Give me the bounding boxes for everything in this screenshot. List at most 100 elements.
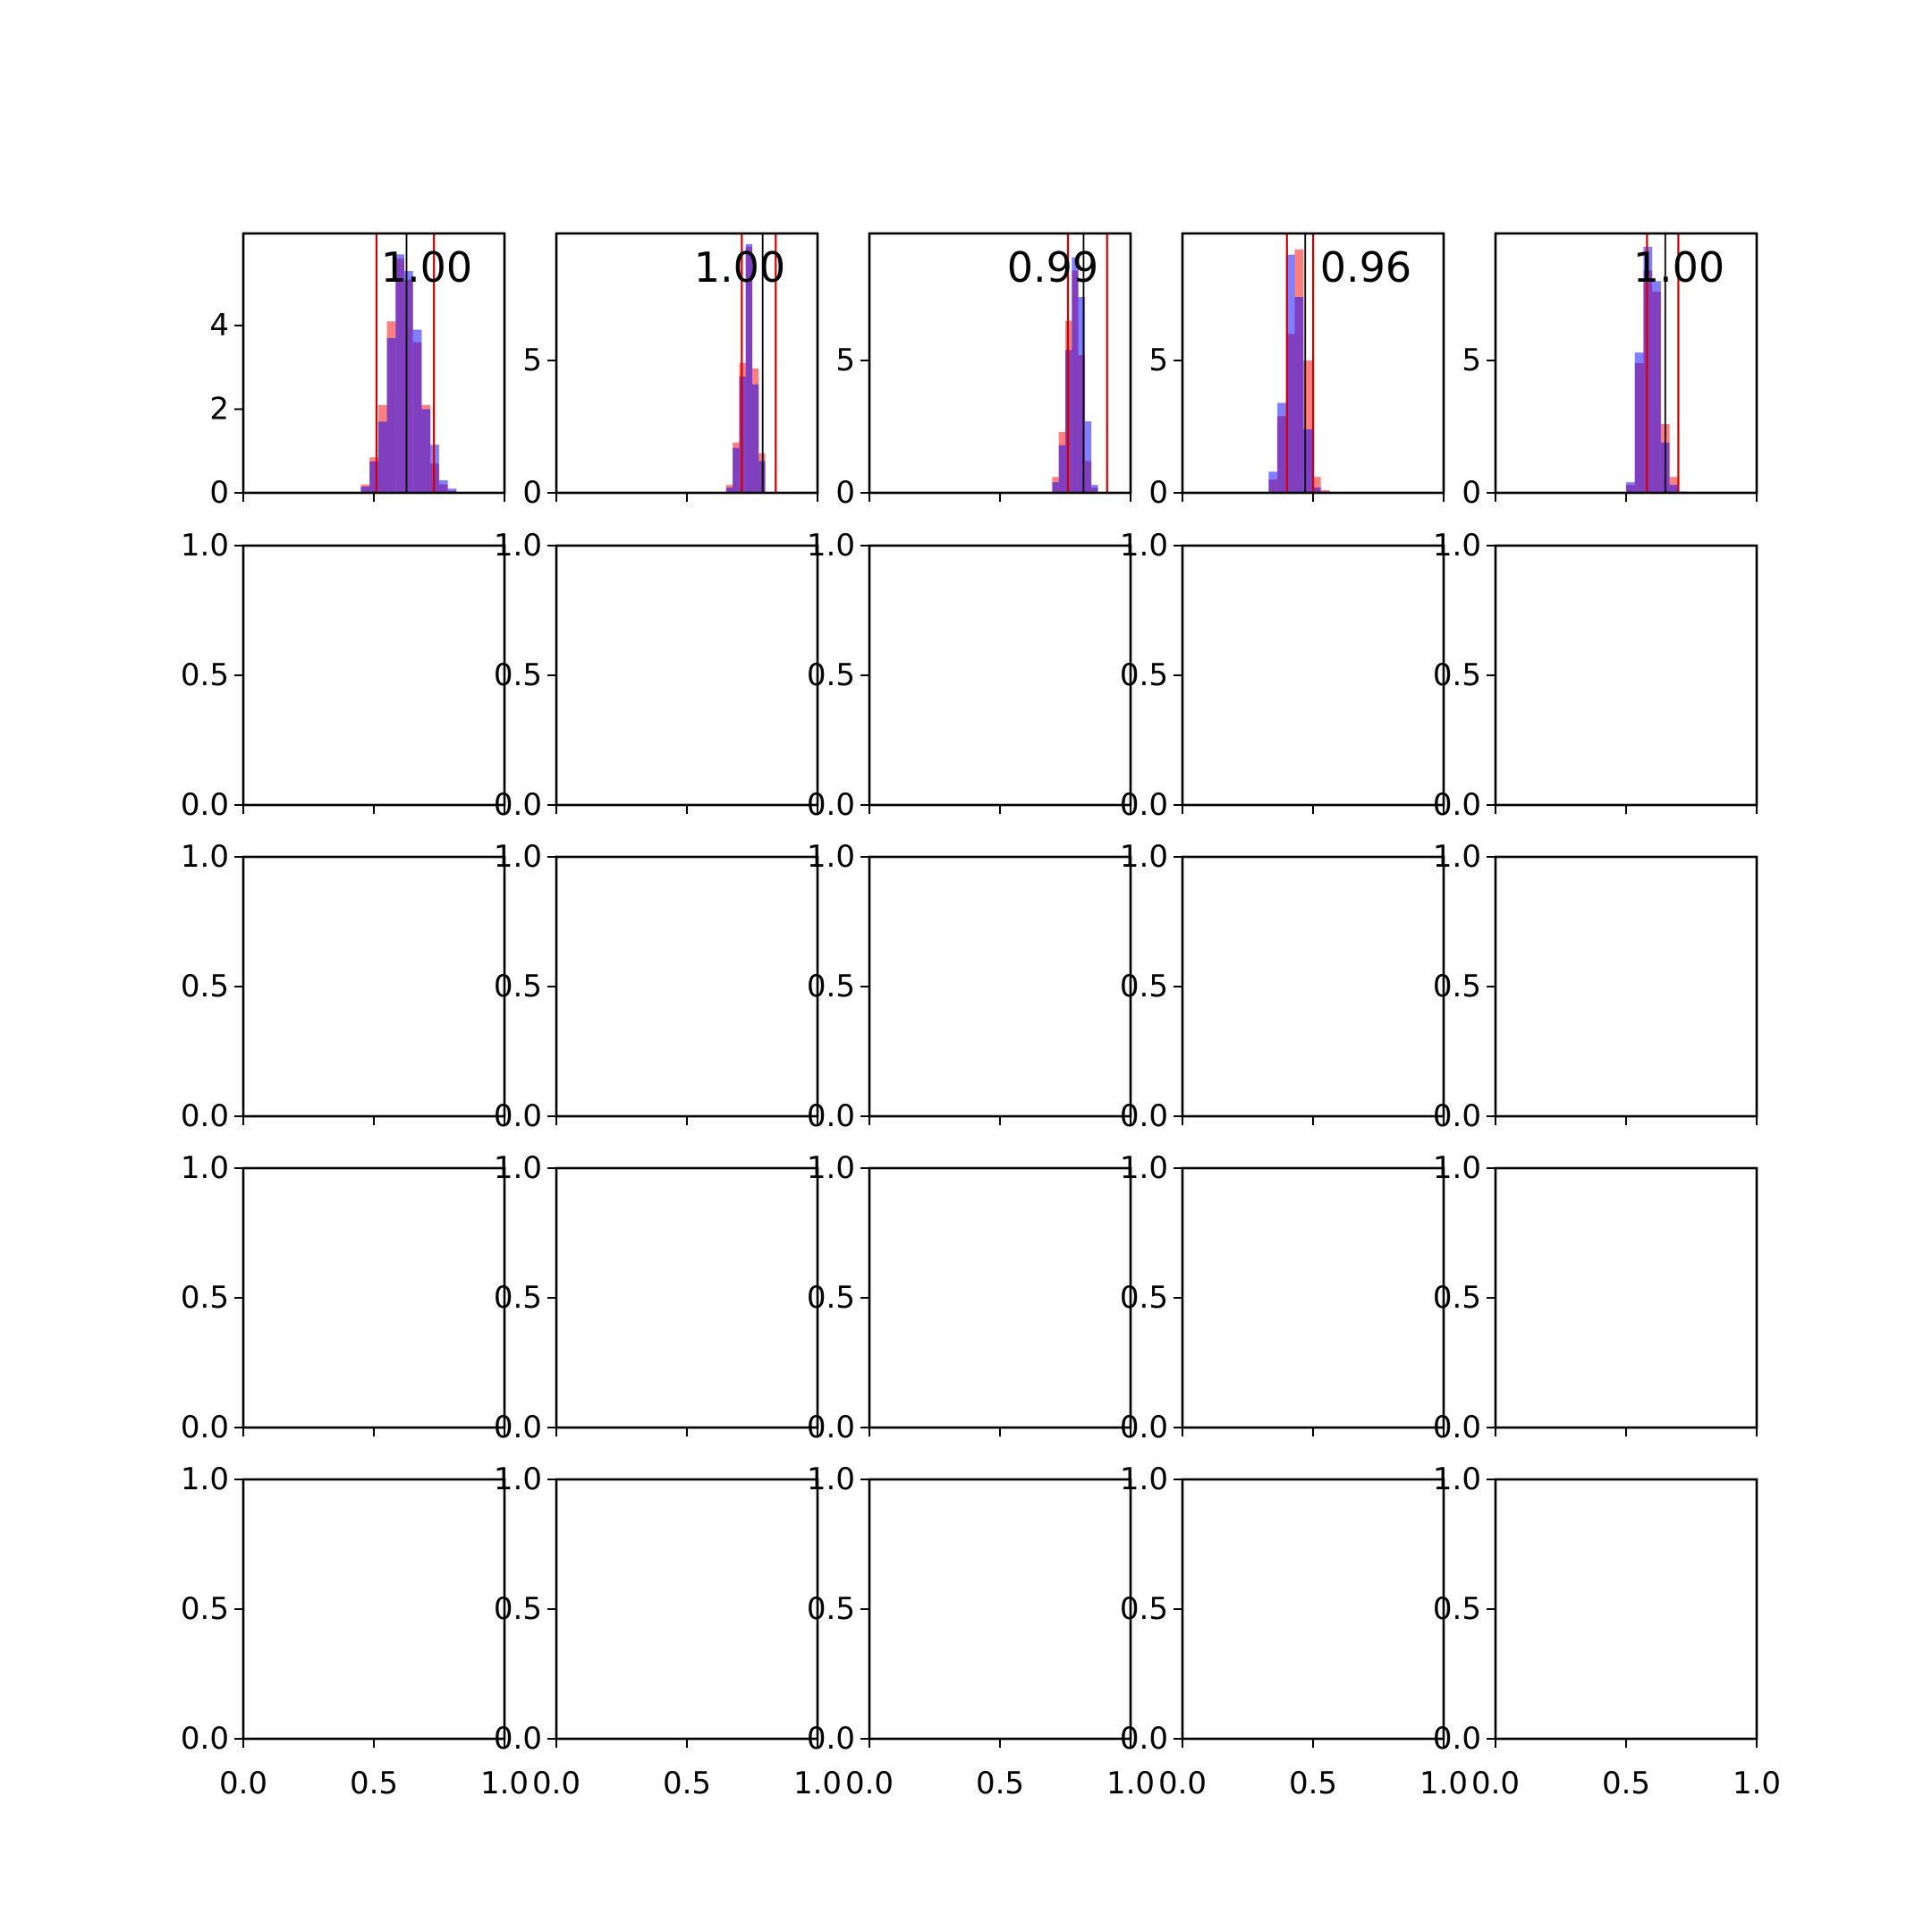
y-tick-label: 0.0: [1120, 787, 1168, 823]
subplot-r2-c4: 0.0 0.5 1.0: [1120, 528, 1445, 823]
y-tick-label: 1.0: [1120, 839, 1168, 875]
series-b-bar: [1303, 428, 1312, 493]
series-b-bar: [1268, 471, 1278, 493]
correlation-annotation: 1.00: [694, 243, 785, 292]
subplot-r1-c4: 050.96: [1148, 232, 1445, 511]
x-tick-label: 0.0: [1471, 1766, 1520, 1801]
x-tick-label: 1.0: [1733, 1766, 1781, 1801]
y-tick-label: 0.5: [181, 1591, 229, 1627]
subplot-r2-c2: 0.0 0.5 1.0: [494, 528, 819, 823]
subplot-r5-c4: 0.0 0.5 1.0 0.0 0.5 1.0: [1120, 1462, 1468, 1801]
y-tick-label: 5: [522, 343, 542, 378]
subplot-r1-c1: 0 2 4 1.00: [209, 232, 506, 511]
series-b-bar: [369, 461, 378, 493]
subplot-r3-c5: 0.0 0.5 1.0: [1433, 839, 1758, 1134]
subplot-r5-c3: 0.0 0.5 1.0 0.0 0.5 1.0: [807, 1462, 1155, 1801]
subplot-r4-c3: 0.0 0.5 1.0: [807, 1150, 1132, 1445]
y-tick-label: 0.0: [494, 1410, 542, 1445]
y-tick-label: 0.0: [1433, 1098, 1481, 1134]
y-tick-label: 1.0: [181, 1462, 229, 1497]
y-tick-label: 0.5: [1433, 1591, 1481, 1627]
y-tick-label: 0.5: [494, 657, 542, 693]
x-tick-label: 1.0: [793, 1766, 842, 1801]
correlation-annotation: 1.00: [381, 243, 472, 292]
series-b-bar: [745, 243, 752, 493]
y-tick-label: 1.0: [494, 1150, 542, 1186]
y-tick-label: 0.5: [807, 1280, 855, 1316]
series-b-bar: [386, 337, 396, 493]
subplot-r1-c5: 051.00: [1462, 232, 1758, 511]
x-tick-label: 0.5: [350, 1766, 398, 1801]
y-tick-label: 0.0: [807, 787, 855, 823]
y-tick-label: 0.0: [1120, 1098, 1168, 1134]
y-tick-label: 0: [1148, 475, 1168, 511]
series-a-bar: [1311, 477, 1321, 493]
series-b-bar: [412, 329, 422, 493]
y-tick-label: 0.5: [1433, 969, 1481, 1004]
series-b-bar: [1091, 485, 1098, 493]
series-b-bar: [1294, 297, 1304, 493]
series-b-bar: [438, 479, 448, 493]
series-a-bar: [1303, 360, 1312, 493]
subplot-r1-c2: 051.00: [522, 232, 819, 511]
y-tick-label: 0.0: [1433, 1721, 1481, 1757]
y-tick-label: 0.5: [807, 969, 855, 1004]
series-b-bar: [360, 486, 370, 493]
y-tick-label: 1.0: [807, 1462, 855, 1497]
series-b-bar: [1277, 402, 1286, 493]
x-tick-label: 0.0: [1158, 1766, 1207, 1801]
y-tick-label: 0.5: [494, 1591, 542, 1627]
y-tick-label: 5: [1462, 343, 1481, 378]
y-tick-label: 0.5: [181, 1280, 229, 1316]
y-tick-label: 5: [1148, 343, 1168, 378]
x-tick-label: 1.0: [480, 1766, 529, 1801]
y-tick-label: 0.0: [807, 1098, 855, 1134]
subplot-r5-c1: 0.0 0.5 1.0 0.0 0.5 1.0: [181, 1462, 529, 1801]
correlation-annotation: 0.99: [1007, 243, 1098, 292]
subplot-r5-c5: 0.0 0.5 1.0 0.0 0.5 1.0: [1433, 1462, 1781, 1801]
y-tick-label: 0.5: [181, 969, 229, 1004]
y-tick-label: 0.0: [181, 1410, 229, 1445]
y-tick-label: 0.0: [494, 787, 542, 823]
subplot-r2-c3: 0.0 0.5 1.0: [807, 528, 1132, 823]
y-tick-label: 0.0: [1120, 1410, 1168, 1445]
y-tick-label: 1.0: [1433, 1150, 1481, 1186]
y-tick-label: 0.5: [494, 1280, 542, 1316]
series-b-bar: [1652, 281, 1661, 493]
series-b-bar: [404, 271, 413, 493]
y-tick-label: 1.0: [1120, 1462, 1168, 1497]
x-tick-label: 0.0: [845, 1766, 894, 1801]
series-b-bar: [1285, 254, 1295, 493]
subplot-r3-c4: 0.0 0.5 1.0: [1120, 839, 1445, 1134]
y-tick-label: 1.0: [1120, 1150, 1168, 1186]
y-tick-label: 1.0: [1433, 1462, 1481, 1497]
y-tick-label: 1.0: [494, 528, 542, 564]
y-tick-label: 0.0: [494, 1721, 542, 1757]
y-tick-label: 1.0: [494, 839, 542, 875]
correlation-annotation: 1.00: [1633, 243, 1724, 292]
y-tick-label: 1.0: [807, 1150, 855, 1186]
y-tick-label: 0.0: [1433, 1410, 1481, 1445]
series-b-bar: [1058, 445, 1065, 493]
correlation-annotation: 0.96: [1320, 243, 1411, 292]
y-tick-label: 0.5: [181, 657, 229, 693]
subplot-r5-c2: 0.0 0.5 1.0 0.0 0.5 1.0: [494, 1462, 842, 1801]
y-tick-label: 1.0: [807, 528, 855, 564]
x-tick-label: 0.5: [1602, 1766, 1650, 1801]
x-tick-label: 0.5: [976, 1766, 1024, 1801]
subplot-r3-c3: 0.0 0.5 1.0: [807, 839, 1132, 1134]
y-tick-label: 0.0: [494, 1098, 542, 1134]
y-tick-label: 0.0: [807, 1410, 855, 1445]
series-b-bar: [1084, 421, 1092, 493]
subplot-r1-c3: 050.99: [835, 232, 1132, 511]
series-b-bar: [447, 488, 457, 493]
subplot-r3-c1: 0.0 0.5 1.0: [181, 839, 506, 1134]
y-tick-label: 1.0: [494, 1462, 542, 1497]
y-tick-label: 1.0: [1433, 839, 1481, 875]
y-tick-label: 1.0: [181, 839, 229, 875]
series-b-bar: [1669, 485, 1679, 493]
series-b-bar: [1052, 482, 1059, 493]
subplot-r4-c1: 0.0 0.5 1.0: [181, 1150, 506, 1445]
series-b-bar: [1626, 482, 1635, 493]
y-tick-label: 0: [1462, 475, 1481, 511]
